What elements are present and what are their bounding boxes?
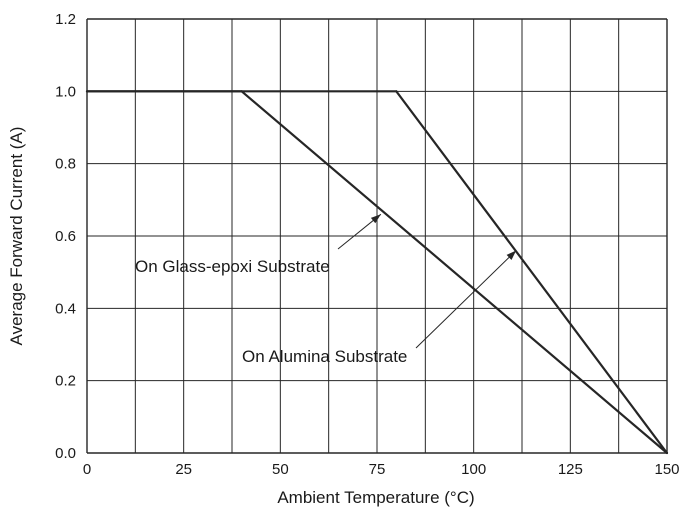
tick-label-layer: 0 25 50 75 100 125 150 0.0 0.2 0.4 0.6 0.8 1.0 1.2 [55,11,679,478]
annotation-arrowhead-on-alumina-substrate [506,250,517,260]
y-tick-label-0-4: 0.4 [55,300,76,317]
series-vertex-on-alumina-substrate [395,90,398,93]
y-tick-label-1-0: 1.0 [55,83,76,100]
annotation-leader-on-alumina-substrate [415,250,517,349]
x-tick-label-75: 75 [369,461,386,478]
series-vertex-on-alumina-substrate [665,451,669,455]
annotation-glass-epoxi: On Glass-epoxi Substrate [135,257,330,276]
x-tick-label-125: 125 [558,461,583,478]
x-tick-label-25: 25 [175,461,192,478]
annotation-alumina: On Alumina Substrate [242,347,407,366]
y-tick-label-0-6: 0.6 [55,228,76,245]
annotation-layer [337,213,517,349]
y-tick-label-1-2: 1.2 [55,11,76,28]
x-tick-label-0: 0 [83,461,91,478]
y-tick-label-0-2: 0.2 [55,373,76,390]
x-tick-label-100: 100 [461,461,486,478]
y-tick-label-0-8: 0.8 [55,156,76,173]
y-axis-title: Average Forward Current (A) [7,127,26,346]
x-tick-label-50: 50 [272,461,289,478]
x-axis-title: Ambient Temperature (°C) [277,488,474,507]
x-tick-label-150: 150 [654,461,679,478]
y-tick-label-0-0: 0.0 [55,445,76,462]
series-vertex-on-alumina-substrate [85,90,89,93]
annotation-arrowhead-on-glass-epoxi-substrate [370,214,381,224]
series-layer [85,90,669,455]
grid-layer [86,18,668,454]
